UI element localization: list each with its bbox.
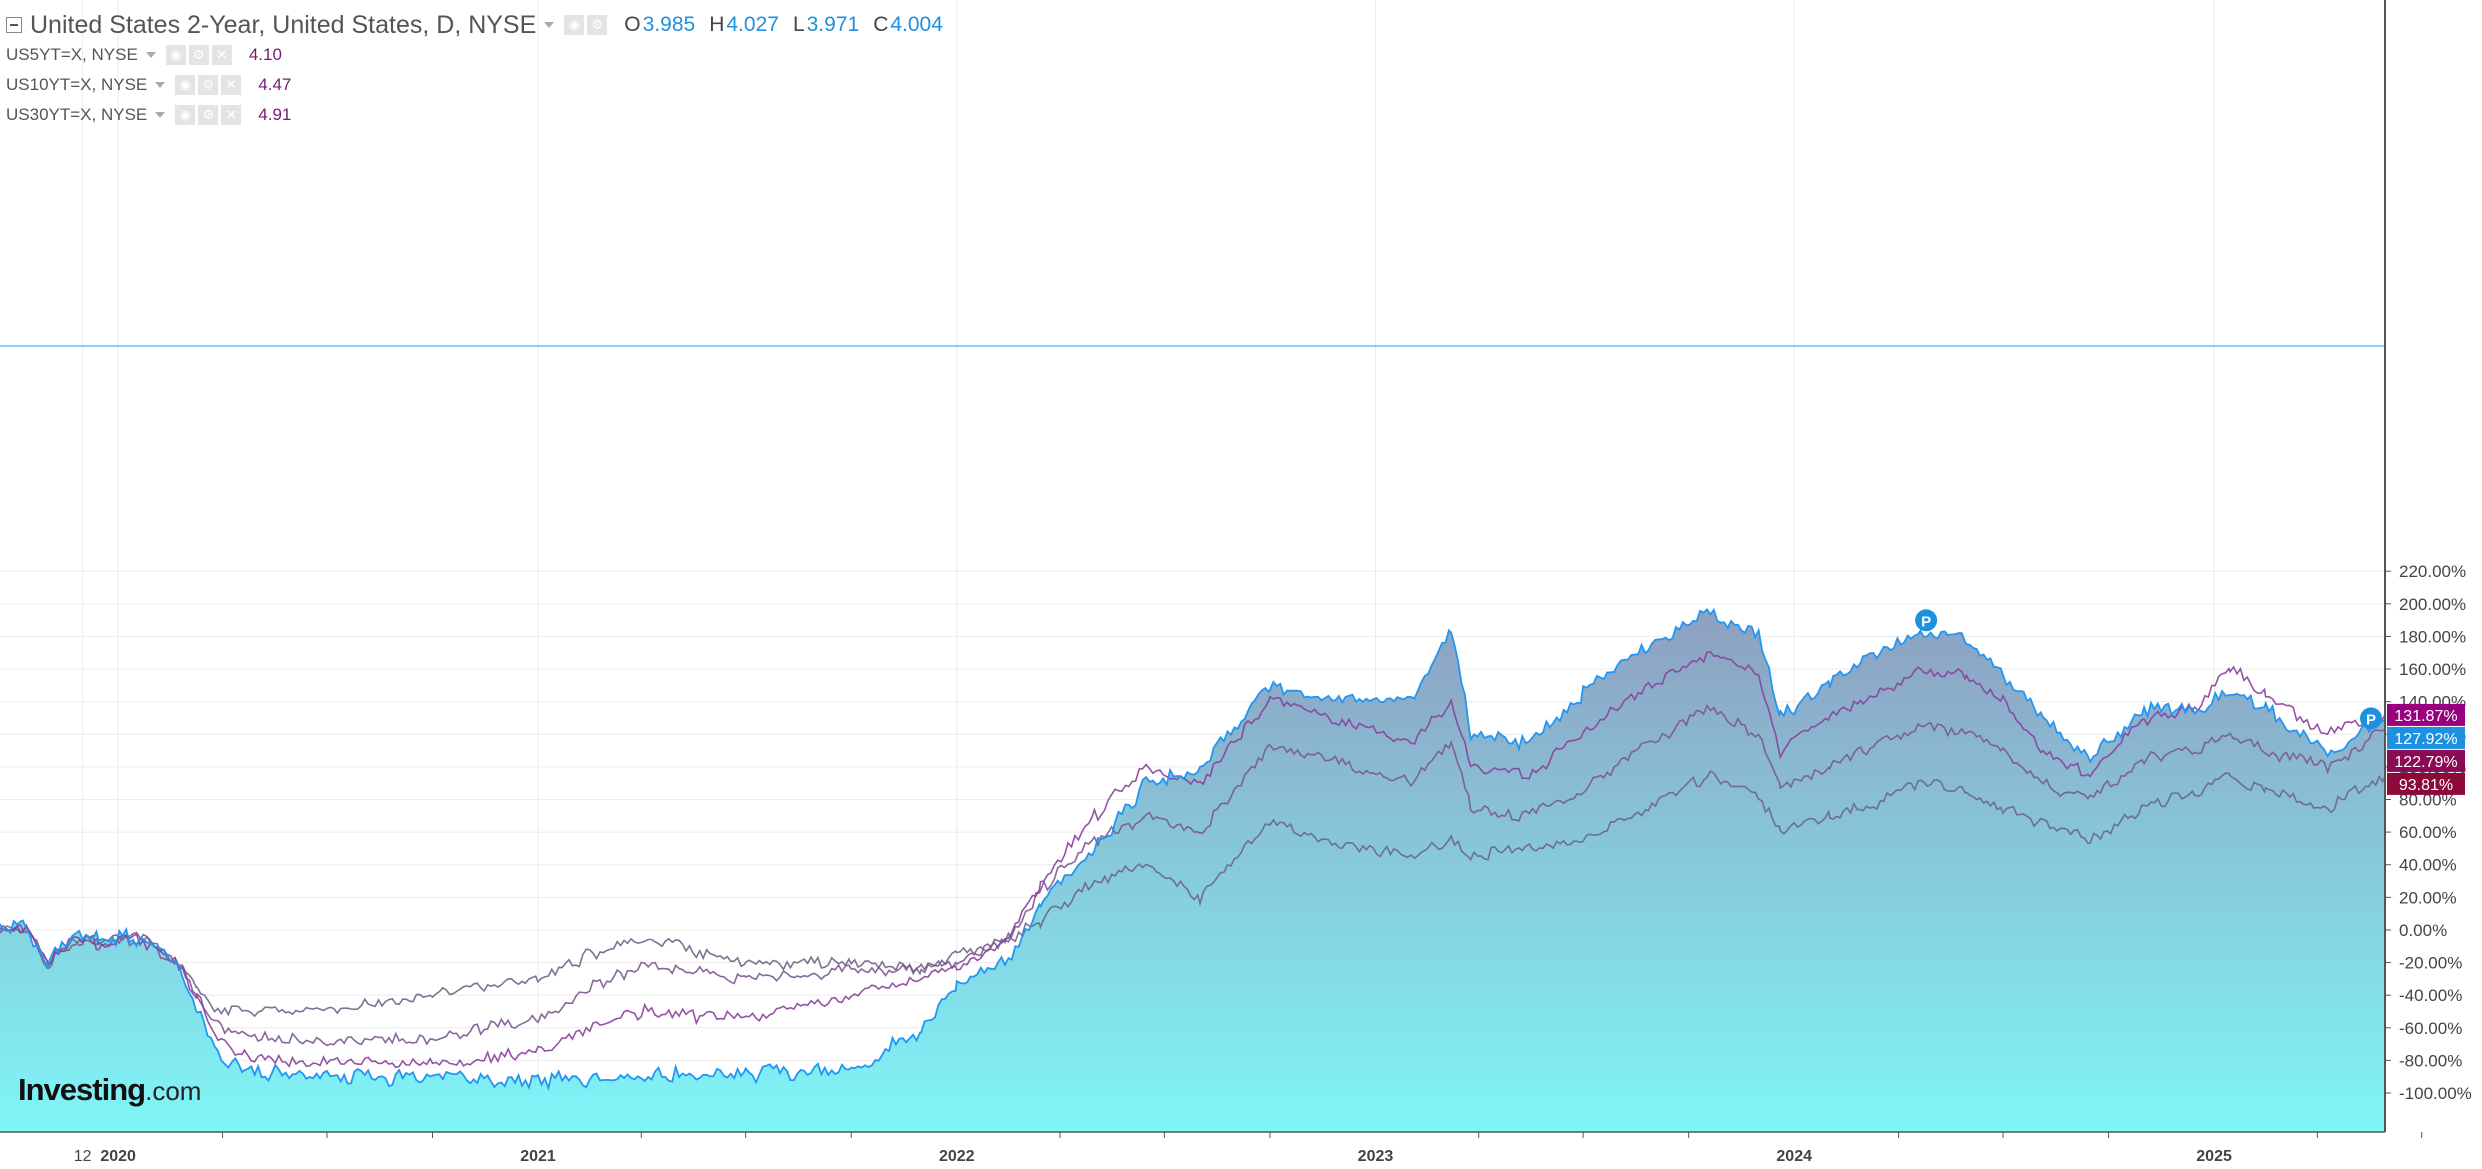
close-label: C bbox=[873, 13, 889, 36]
last-value-label-us30y-bg bbox=[2387, 772, 2465, 795]
series-line-us5y bbox=[0, 650, 2386, 1069]
time-axis: 12 2020 2021 2022 2023 2024 2025 bbox=[74, 1132, 2423, 1165]
x-tick-label: 2021 bbox=[520, 1148, 556, 1165]
logo-brand: Investing bbox=[18, 1072, 146, 1107]
chevron-down-icon[interactable] bbox=[544, 22, 555, 28]
x-tick-label: 2024 bbox=[1776, 1148, 1812, 1165]
y-tick-label: -60.00% bbox=[2399, 1019, 2462, 1038]
open-value: 3.985 bbox=[642, 13, 696, 36]
open-label: O bbox=[624, 13, 641, 36]
series-line-us30y bbox=[0, 770, 2386, 1018]
last-value-label-us5y-bg bbox=[2387, 703, 2465, 726]
comparison-legend-us5: US5YT=X, NYSE ◉ ⚙ ✕ 4.10 bbox=[6, 40, 943, 70]
last-value-label-us5y: 131.87% bbox=[2394, 708, 2457, 725]
series-title: United States 2-Year, United States, D, … bbox=[30, 10, 537, 39]
eye-icon[interactable]: ◉ bbox=[175, 75, 196, 95]
comparison-value: 4.10 bbox=[248, 45, 282, 64]
last-value-label-us30y: 93.81% bbox=[2399, 777, 2453, 794]
eye-icon[interactable]: ◉ bbox=[175, 105, 196, 125]
y-tick-label: 0.00% bbox=[2399, 921, 2447, 940]
y-tick-label: -20.00% bbox=[2399, 954, 2462, 973]
legend: United States 2-Year, United States, D, … bbox=[6, 10, 943, 130]
y-tick-label: -40.00% bbox=[2399, 986, 2462, 1005]
close-icon[interactable]: ✕ bbox=[221, 105, 242, 125]
comparison-label: US10YT=X, NYSE bbox=[6, 75, 148, 94]
y-tick-label: 40.00% bbox=[2399, 856, 2457, 875]
collapse-legend-button[interactable] bbox=[6, 17, 22, 33]
investing-logo: Investing.com bbox=[18, 1072, 201, 1108]
chevron-down-icon[interactable] bbox=[145, 52, 156, 58]
event-marker-icon[interactable] bbox=[2360, 707, 2382, 730]
y-tick-label: -100.00% bbox=[2399, 1084, 2472, 1103]
x-tick-label: 2023 bbox=[1358, 1148, 1394, 1165]
gear-icon[interactable]: ⚙ bbox=[587, 15, 608, 35]
low-label: L bbox=[792, 13, 805, 36]
series-line-us10y bbox=[0, 703, 2386, 1047]
gear-icon[interactable]: ⚙ bbox=[198, 105, 219, 125]
comparison-legend-us30: US30YT=X, NYSE ◉ ⚙ ✕ 4.91 bbox=[6, 100, 943, 130]
x-tick-label: 2022 bbox=[939, 1148, 975, 1165]
high-label: H bbox=[709, 13, 725, 36]
eye-icon[interactable]: ◉ bbox=[564, 15, 585, 35]
price-axis: -100.00% -80.00% -60.00% -40.00% -20.00% 0.00… bbox=[2385, 562, 2472, 1103]
comparison-label: US5YT=X, NYSE bbox=[6, 45, 138, 64]
chevron-down-icon[interactable] bbox=[155, 82, 166, 88]
x-tick-label: 2020 bbox=[100, 1148, 136, 1165]
last-value-label-us10y: 122.79% bbox=[2394, 754, 2457, 771]
comparison-legend-us10: US10YT=X, NYSE ◉ ⚙ ✕ 4.47 bbox=[6, 70, 943, 100]
last-value-label-us10y-bg bbox=[2387, 749, 2465, 772]
high-value: 4.027 bbox=[726, 13, 779, 36]
y-tick-label: -80.00% bbox=[2399, 1051, 2462, 1070]
comparison-label: US30YT=X, NYSE bbox=[6, 105, 148, 124]
event-marker-icon[interactable] bbox=[1915, 609, 1938, 632]
y-tick-label: 80.00% bbox=[2399, 790, 2457, 809]
last-value-label-us2y: 127.92% bbox=[2394, 731, 2457, 748]
y-tick-label: 60.00% bbox=[2399, 823, 2457, 842]
y-tick-label: 200.00% bbox=[2399, 595, 2466, 614]
gear-icon[interactable]: ⚙ bbox=[198, 75, 219, 95]
area-layer bbox=[0, 609, 2385, 1132]
event-markers: PP bbox=[1915, 609, 2382, 730]
last-value-label-us2y-bg bbox=[2387, 726, 2465, 749]
y-tick-label: 220.00% bbox=[2399, 562, 2466, 581]
event-marker-label: P bbox=[1921, 613, 1931, 630]
close-value: 4.004 bbox=[890, 13, 943, 36]
gear-icon[interactable]: ⚙ bbox=[188, 45, 209, 65]
eye-icon[interactable]: ◉ bbox=[165, 45, 186, 65]
close-icon[interactable]: ✕ bbox=[221, 75, 242, 95]
chevron-down-icon[interactable] bbox=[155, 112, 166, 118]
y-tick-label: 160.00% bbox=[2399, 660, 2466, 679]
series-area-us2y bbox=[0, 609, 2385, 1132]
series-line-us2y bbox=[0, 607, 2386, 1092]
close-icon[interactable]: ✕ bbox=[211, 45, 232, 65]
main-series-legend: United States 2-Year, United States, D, … bbox=[6, 10, 943, 40]
comparison-value: 4.91 bbox=[258, 105, 292, 124]
x-tick-label: 12 bbox=[74, 1148, 92, 1165]
x-tick-label: 2025 bbox=[2196, 1148, 2232, 1165]
logo-suffix: .com bbox=[145, 1076, 202, 1106]
last-value-labels: 131.87% 127.92% 122.79% 93.81% bbox=[2387, 703, 2465, 795]
y-tick-label: 20.00% bbox=[2399, 888, 2457, 907]
y-tick-label: 180.00% bbox=[2399, 627, 2466, 646]
event-marker-label: P bbox=[2366, 711, 2376, 728]
comparison-value: 4.47 bbox=[258, 75, 292, 94]
low-value: 3.971 bbox=[806, 13, 860, 36]
line-layer bbox=[0, 607, 2386, 1092]
